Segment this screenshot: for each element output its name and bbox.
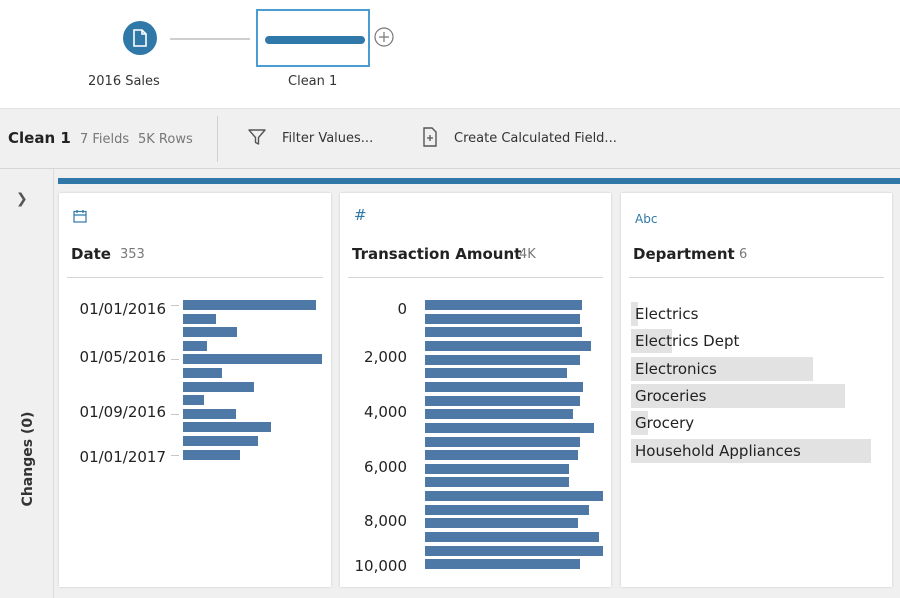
filter-values-button[interactable]: Filter Values... <box>282 131 374 146</box>
axis-tick-label: 8,000 <box>364 512 407 530</box>
axis-tick-label: 4,000 <box>364 403 407 421</box>
histogram-bar[interactable] <box>425 532 600 543</box>
histogram-bar[interactable] <box>425 518 579 529</box>
histogram-bar[interactable] <box>425 300 582 310</box>
histogram-bar[interactable] <box>425 395 580 406</box>
flow-pane: 2016 Sales Clean 1 <box>0 0 900 108</box>
axis-tick-label: 01/01/2016 <box>79 300 166 318</box>
histogram-bar[interactable] <box>425 450 579 461</box>
value-bar[interactable] <box>631 383 845 408</box>
field-name: Department <box>633 245 735 263</box>
row-count: 5K Rows <box>138 132 193 147</box>
file-icon <box>133 29 147 47</box>
value-label[interactable]: Grocery <box>635 414 695 433</box>
field-card-department[interactable]: Abc Department 6 Electrics Electrics Dept… <box>621 193 892 587</box>
histogram-bar[interactable] <box>425 368 568 379</box>
histogram-bar[interactable] <box>183 436 259 446</box>
profile-toolbar: Clean 1 7 Fields 5K Rows Filter Values..… <box>0 108 900 169</box>
input-step-label: 2016 Sales <box>88 74 160 89</box>
histogram-bar[interactable] <box>183 340 207 351</box>
histogram-bar[interactable] <box>425 436 580 447</box>
axis-tick-label: 6,000 <box>364 458 407 476</box>
histogram-bar[interactable] <box>183 422 271 433</box>
histogram-bar[interactable] <box>183 354 322 365</box>
changes-rail: ❯ Changes (0) <box>0 169 54 598</box>
card-divider <box>67 277 323 278</box>
toolbar-divider <box>217 116 218 162</box>
profile-accent-line <box>58 178 900 184</box>
flow-connector <box>170 38 250 40</box>
histogram-bar[interactable] <box>425 545 603 556</box>
axis-tick-label: 10,000 <box>354 557 408 575</box>
histogram-bar[interactable] <box>183 313 217 324</box>
field-card-transaction-amount[interactable]: # Transaction Amount 4K 0 2,000 4,000 6,… <box>340 193 611 587</box>
axis-tick-mark <box>171 359 179 361</box>
value-label[interactable]: Electrics Dept <box>635 332 740 351</box>
histogram-bar[interactable] <box>183 395 204 406</box>
changes-label[interactable]: Changes (0) <box>20 411 36 507</box>
clean-step-node[interactable] <box>256 9 370 67</box>
calculated-field-icon[interactable] <box>421 127 439 147</box>
field-distinct-count: 6 <box>739 247 748 262</box>
histogram-bar[interactable] <box>425 381 584 392</box>
axis-tick-mark <box>171 413 179 415</box>
create-calculated-field-button[interactable]: Create Calculated Field... <box>454 131 617 146</box>
value-bar[interactable] <box>631 356 814 381</box>
histogram-bar[interactable] <box>425 313 580 324</box>
step-title: Clean 1 <box>8 129 71 147</box>
histogram-bar[interactable] <box>425 504 589 515</box>
axis-tick-label: 01/09/2016 <box>79 403 166 421</box>
profile-pane: Date 353 01/01/2016 01/05/2016 01/09/201… <box>54 169 900 598</box>
hash-icon: # <box>354 206 367 224</box>
histogram-bar[interactable] <box>425 491 603 502</box>
histogram-bar[interactable] <box>425 559 580 570</box>
input-step-node[interactable] <box>123 21 157 55</box>
axis-tick-label: 2,000 <box>364 348 407 366</box>
histogram-bar[interactable] <box>425 463 570 474</box>
axis-tick-mark <box>171 454 179 456</box>
value-bar[interactable] <box>631 302 639 326</box>
clean-step-bar <box>265 36 365 44</box>
histogram-bar[interactable] <box>183 381 254 392</box>
value-label[interactable]: Electrics <box>635 305 699 323</box>
histogram-bar[interactable] <box>425 477 570 488</box>
value-bar[interactable] <box>631 411 648 436</box>
histogram-bar[interactable] <box>183 449 240 460</box>
histogram-bar[interactable] <box>425 354 580 365</box>
histogram-bar[interactable] <box>425 327 582 338</box>
value-bar[interactable] <box>631 438 871 463</box>
value-bar[interactable] <box>631 329 672 354</box>
field-distinct-count: 4K <box>519 247 536 262</box>
plus-circle-icon[interactable] <box>374 27 394 47</box>
calendar-icon <box>73 210 87 223</box>
field-distinct-count: 353 <box>120 247 145 262</box>
value-label[interactable]: Electronics <box>635 359 717 378</box>
card-divider <box>629 277 884 278</box>
histogram-bar[interactable] <box>425 340 591 351</box>
histogram-bar[interactable] <box>183 300 317 310</box>
axis-tick-label: 01/01/2017 <box>79 448 166 466</box>
value-label[interactable]: Groceries <box>635 386 707 405</box>
chevron-right-icon[interactable]: ❯ <box>16 191 28 207</box>
abc-icon: Abc <box>635 212 658 226</box>
histogram-bar[interactable] <box>183 368 222 378</box>
histogram-bar[interactable] <box>183 408 236 419</box>
axis-tick-label: 01/05/2016 <box>79 348 166 366</box>
axis-tick-label: 0 <box>397 300 407 318</box>
field-count: 7 Fields <box>80 132 130 147</box>
filter-icon[interactable] <box>247 127 267 147</box>
field-card-date[interactable]: Date 353 01/01/2016 01/05/2016 01/09/201… <box>59 193 331 587</box>
axis-tick-mark <box>171 305 179 306</box>
field-name: Transaction Amount <box>352 245 522 263</box>
histogram-bar[interactable] <box>425 422 595 433</box>
field-name: Date <box>71 245 111 263</box>
histogram-bar[interactable] <box>425 409 573 420</box>
value-label[interactable]: Household Appliances <box>635 441 801 460</box>
histogram-bar[interactable] <box>183 327 238 338</box>
clean-step-label: Clean 1 <box>288 74 338 89</box>
card-divider <box>348 277 603 278</box>
